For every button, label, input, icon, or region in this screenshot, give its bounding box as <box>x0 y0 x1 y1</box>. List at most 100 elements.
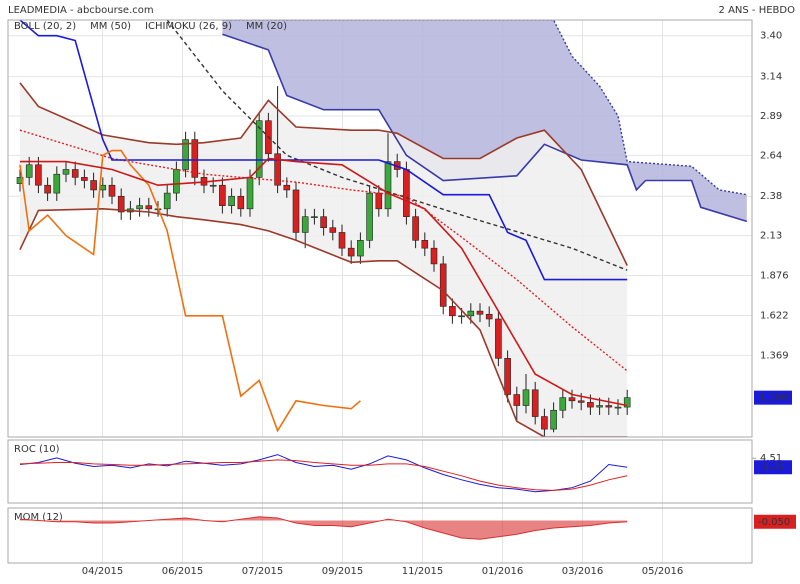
candle-body <box>329 227 337 233</box>
panel-frame <box>7 439 753 504</box>
candle-body <box>163 192 171 210</box>
indicator-line <box>166 20 628 271</box>
last-price-box <box>754 390 792 405</box>
candle-body <box>255 120 263 178</box>
candle-body <box>568 397 576 402</box>
candle-body <box>513 394 521 406</box>
candle-body <box>577 400 585 403</box>
candle-body <box>375 192 383 210</box>
indicator-line <box>222 33 748 223</box>
indicator-line <box>19 459 628 491</box>
candle-body <box>44 184 51 194</box>
y-tick-label: 1.876 <box>760 271 789 282</box>
legend-entry: MM (20) <box>246 21 287 32</box>
indicator-line <box>19 454 628 493</box>
candle-body <box>108 184 116 197</box>
y-tick-label: 2.13 <box>760 231 782 242</box>
candle-body <box>596 405 603 408</box>
candle-body <box>117 195 125 213</box>
source: LEADMEDIA - abcbourse.com <box>8 5 154 16</box>
candle-body <box>173 169 180 194</box>
candle-body <box>449 306 456 317</box>
roc-panel: ROC (10) 4.51-9.09 <box>7 439 792 504</box>
panel-frame <box>7 19 753 438</box>
y-tick-label: 2.38 <box>760 191 782 202</box>
candle-body <box>485 313 493 320</box>
panel-title: ROC (10) <box>14 444 60 455</box>
candle-body <box>311 216 318 218</box>
y-tick-label: 1.622 <box>760 311 789 322</box>
candle-body <box>145 205 153 210</box>
indicator-line <box>19 207 628 437</box>
candle-body <box>35 164 42 186</box>
candle-body <box>136 205 143 210</box>
candle-body <box>209 184 217 187</box>
y-tick-label: 1.369 <box>760 350 789 361</box>
overlay-layer <box>16 20 748 437</box>
x-tick-label: 06/2015 <box>162 566 204 577</box>
indicator-line <box>19 82 628 266</box>
candle-body <box>25 164 33 178</box>
candle-body <box>587 402 594 408</box>
candle-body <box>16 177 24 184</box>
candle-body <box>430 247 438 265</box>
legend-entry: MM (50) <box>90 21 131 32</box>
mom-panel: MOM (12) -0.050 <box>7 507 796 564</box>
last-value-label: -9.09 <box>759 462 785 473</box>
candle-body <box>237 195 245 210</box>
candle-body <box>81 177 88 181</box>
candle-body <box>228 195 235 206</box>
x-tick-label: 03/2016 <box>562 566 604 577</box>
indicator-line <box>222 20 747 196</box>
panel-frame <box>7 507 753 564</box>
y-tick-label: 3.14 <box>760 72 782 83</box>
last-value-box <box>754 460 792 475</box>
candle-body <box>292 189 300 233</box>
candle-body <box>504 358 511 395</box>
last-value-box <box>754 514 796 529</box>
panel-title: MOM (12) <box>14 512 63 523</box>
candle-body <box>458 315 465 318</box>
candle-body <box>412 216 419 241</box>
candle-body <box>90 180 97 191</box>
candle-body <box>53 173 61 194</box>
indicator-line <box>19 129 628 372</box>
indicator-line <box>19 20 628 281</box>
y-tick-label: 2.64 <box>760 150 782 161</box>
y-tick-label: 3.40 <box>760 31 782 42</box>
candle-body <box>71 169 79 178</box>
y-tick-label: 2.89 <box>760 111 782 122</box>
momentum-area <box>20 516 628 540</box>
x-tick-label: 09/2015 <box>322 566 364 577</box>
y-tick-label: 4.51 <box>760 453 782 464</box>
last-value-label: -0.050 <box>758 517 790 528</box>
candle-body <box>219 184 226 206</box>
legend-entry: BOLL (20, 2) <box>14 21 76 32</box>
candle-body <box>191 139 199 178</box>
legend-entry: ICHIMOKU (26, 9) <box>145 21 232 32</box>
candle-body <box>495 318 502 359</box>
x-tick-label: 07/2015 <box>242 566 284 577</box>
band-fill <box>222 20 747 222</box>
candle-body <box>301 216 309 233</box>
candle-body <box>467 310 475 317</box>
price-panel: 3.40 3.14 2.89 2.64 2.38 2.13 1.876 1.622 1.369 0… <box>7 19 792 577</box>
candle-body <box>357 240 364 257</box>
x-tick-label: 11/2015 <box>402 566 444 577</box>
candle-body <box>246 177 254 210</box>
candle-body <box>320 216 327 229</box>
candle-body <box>559 397 567 411</box>
candle-body <box>439 263 447 307</box>
candle-body <box>62 169 70 175</box>
candle-body <box>403 169 410 217</box>
band-fill <box>20 82 628 437</box>
x-tick-label: 01/2016 <box>482 566 524 577</box>
candle-body <box>541 416 548 430</box>
candle-body <box>384 161 392 210</box>
candle-body <box>338 232 346 249</box>
momentum-line <box>19 516 628 540</box>
last-price-label: 1.100 <box>759 393 788 404</box>
candle-body <box>522 389 530 406</box>
